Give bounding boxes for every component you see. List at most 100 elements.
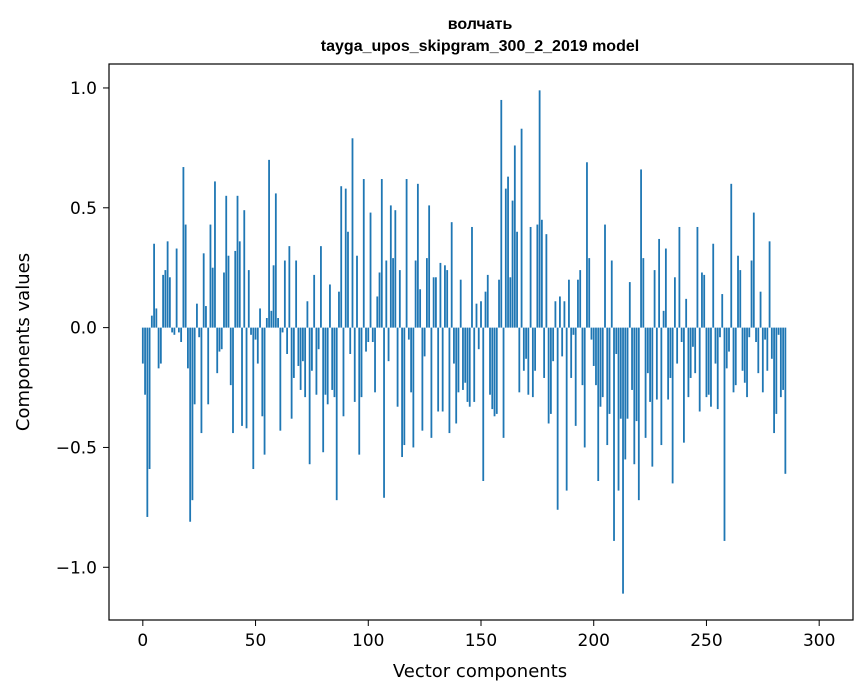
- bar: [403, 327, 406, 446]
- bar: [214, 181, 216, 328]
- bar: [662, 310, 665, 328]
- bar: [705, 327, 708, 398]
- bar: [770, 327, 773, 359]
- chart-subtitle: tayga_upos_skipgram_300_2_2019 model: [321, 38, 639, 55]
- bar: [746, 327, 748, 398]
- bar: [265, 318, 268, 328]
- bar: [759, 291, 762, 328]
- y-axis-ticks: −1.0 −0.5 0.0 0.5 1.0: [56, 79, 109, 578]
- bar: [383, 327, 385, 498]
- bar: [281, 327, 284, 333]
- y-axis-label: Components values: [13, 253, 34, 431]
- bar: [631, 327, 633, 390]
- bar: [640, 169, 642, 328]
- bar: [347, 231, 349, 328]
- bar: [394, 210, 397, 328]
- bar: [516, 231, 518, 328]
- bar: [241, 327, 243, 426]
- bar: [437, 327, 440, 412]
- bar: [299, 327, 302, 390]
- bar: [694, 327, 697, 374]
- bar: [324, 327, 327, 395]
- bar: [583, 327, 586, 448]
- x-tick-label: 150: [465, 631, 497, 651]
- bar: [342, 327, 345, 417]
- bar: [549, 327, 552, 414]
- bar: [218, 327, 221, 352]
- bar: [286, 327, 289, 354]
- bar: [421, 327, 424, 431]
- bar: [173, 327, 176, 335]
- bar: [184, 224, 187, 328]
- x-tick-label: 200: [578, 631, 610, 651]
- bar: [644, 327, 647, 438]
- bar: [164, 270, 167, 328]
- bar: [261, 327, 264, 417]
- bar: [529, 226, 532, 328]
- bar: [768, 241, 771, 328]
- bar: [504, 188, 507, 328]
- bar: [304, 327, 307, 398]
- bar: [773, 327, 775, 434]
- bar: [543, 327, 546, 378]
- bar: [243, 210, 246, 328]
- bar: [628, 282, 631, 328]
- bar: [227, 255, 230, 328]
- bar: [446, 270, 449, 328]
- bar: [518, 327, 521, 393]
- bar: [651, 327, 654, 467]
- bar: [425, 258, 428, 328]
- bar: [572, 327, 575, 335]
- bar: [322, 327, 325, 453]
- x-tick-label: 250: [690, 631, 722, 651]
- bar: [633, 327, 636, 465]
- bar: [604, 224, 606, 328]
- bar: [777, 327, 780, 335]
- bar: [764, 327, 766, 340]
- x-tick-label: 0: [137, 631, 148, 651]
- bar: [660, 327, 663, 446]
- bar: [378, 272, 381, 328]
- bar: [270, 310, 273, 328]
- bar: [288, 246, 291, 328]
- bar: [540, 219, 543, 328]
- bar: [739, 270, 742, 328]
- bar: [725, 327, 728, 369]
- bar: [196, 303, 198, 328]
- bar: [525, 327, 527, 359]
- bar: [468, 327, 471, 407]
- bar: [741, 327, 744, 371]
- bar: [247, 270, 250, 328]
- bar: [202, 253, 205, 328]
- bar: [392, 258, 394, 328]
- bar: [692, 327, 694, 347]
- bar: [182, 167, 185, 328]
- bar: [459, 279, 462, 328]
- bar: [495, 327, 498, 414]
- bar: [588, 258, 591, 328]
- bar: [703, 274, 706, 328]
- bar: [448, 327, 451, 434]
- bar: [295, 260, 298, 328]
- bar: [669, 327, 672, 378]
- bar: [766, 327, 769, 371]
- bar: [723, 327, 726, 541]
- bar: [712, 243, 715, 328]
- bar: [635, 327, 638, 422]
- bar: [667, 327, 670, 400]
- bar: [358, 327, 361, 455]
- bar: [752, 212, 755, 328]
- y-tick-label: 0.5: [70, 199, 97, 219]
- bar: [626, 327, 629, 419]
- bar: [441, 327, 444, 412]
- bar: [407, 327, 410, 340]
- bar: [245, 327, 248, 429]
- plot-frame: [108, 63, 854, 621]
- bar: [198, 327, 201, 338]
- bar: [236, 195, 239, 328]
- bar: [676, 327, 679, 364]
- x-axis-ticks: 0 50 100 150 200 250 300: [137, 620, 835, 651]
- bar: [653, 270, 656, 328]
- bar: [279, 327, 282, 431]
- bar: [462, 327, 464, 390]
